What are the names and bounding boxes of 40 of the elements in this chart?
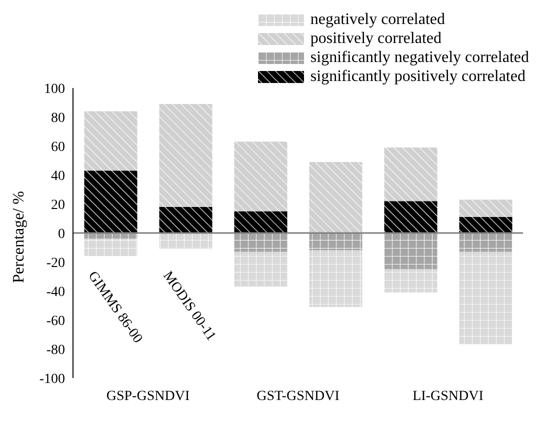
bar	[459, 200, 512, 218]
y-tick-label: 20	[51, 198, 65, 213]
bar	[234, 252, 288, 287]
bar	[84, 170, 138, 233]
bar	[234, 211, 288, 233]
bar	[159, 233, 212, 249]
bar	[84, 111, 138, 171]
y-tick-label: -20	[46, 256, 65, 271]
y-tick-label: 40	[51, 168, 65, 184]
bar	[234, 142, 288, 212]
y-tick-label: 0	[58, 226, 65, 242]
bar	[309, 162, 362, 233]
y-tick-label: -40	[46, 284, 65, 300]
y-tick-label: -100	[39, 372, 65, 387]
y-tick-label: -80	[46, 342, 65, 358]
y-tick-label: -60	[46, 314, 65, 329]
bar	[84, 238, 138, 256]
legend-label: significantly negatively correlated	[310, 48, 529, 67]
x-tick-label: GSP-GSNDVI	[106, 389, 190, 404]
x-tick-label: GST-GSNDVI	[256, 389, 340, 404]
bar	[384, 201, 438, 233]
y-tick-label: 100	[44, 82, 65, 97]
legend-label: positively correlated	[310, 29, 442, 48]
bar	[309, 233, 362, 250]
legend-label: significantly positively correlated	[310, 67, 526, 86]
bar	[459, 217, 512, 233]
bar	[234, 233, 288, 252]
bar	[384, 269, 438, 292]
bar	[159, 104, 212, 207]
y-tick-label: 60	[51, 140, 65, 155]
x-tick-label: LI-GSNDVI	[412, 389, 484, 404]
bar	[384, 233, 438, 270]
bar	[459, 252, 512, 345]
bar	[159, 206, 212, 233]
bar	[309, 250, 362, 307]
y-axis-title: Percentage/ %	[10, 191, 28, 283]
legend-label: negatively correlated	[310, 10, 446, 29]
y-tick-label: 80	[51, 110, 65, 126]
bar	[384, 147, 438, 202]
bar	[459, 233, 512, 252]
